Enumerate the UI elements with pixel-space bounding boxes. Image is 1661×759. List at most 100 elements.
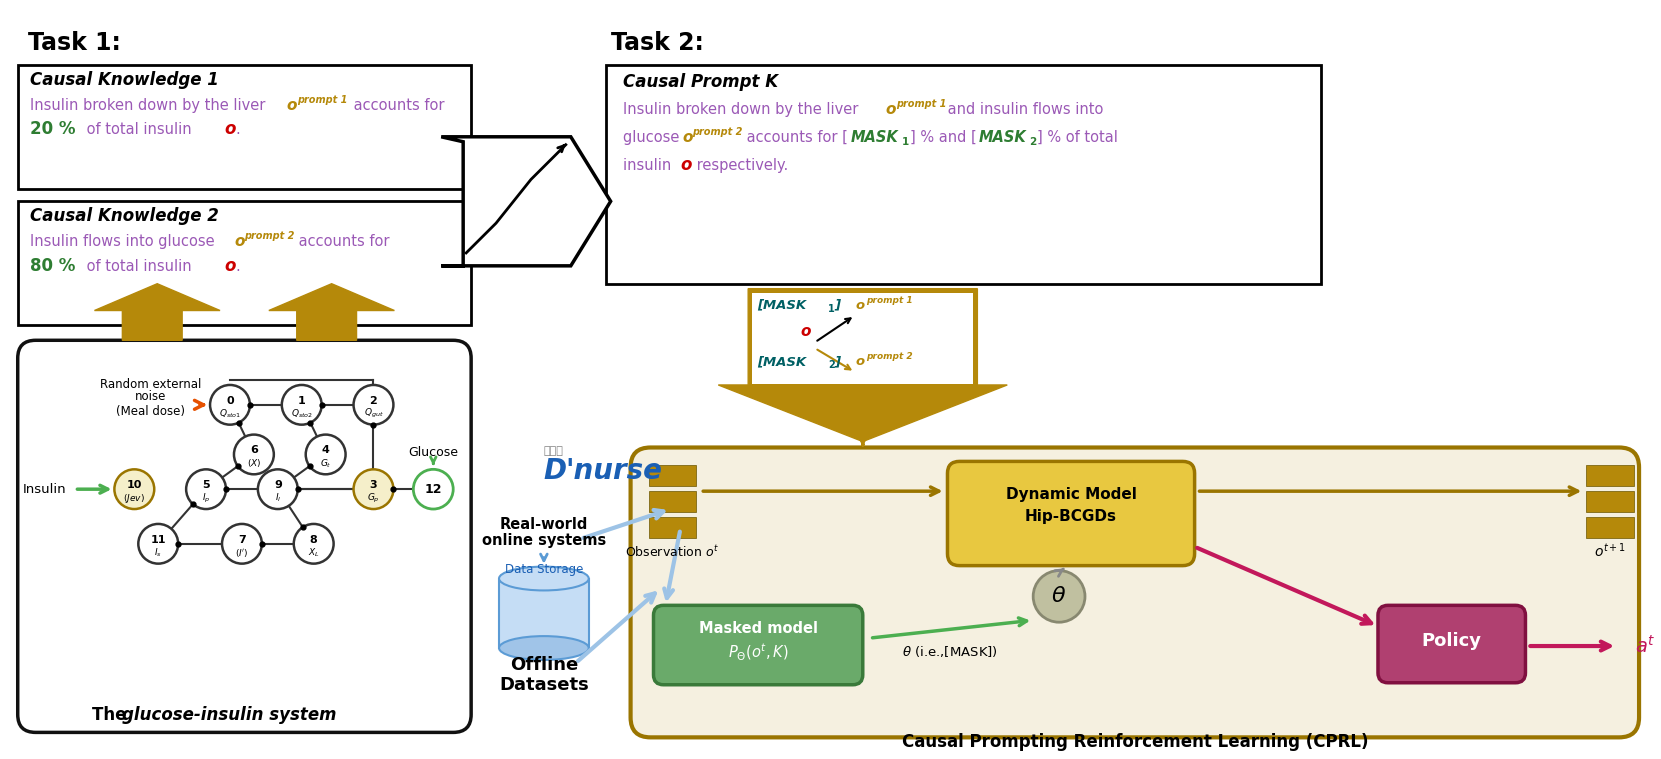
Text: of total insulin: of total insulin	[81, 121, 196, 137]
FancyArrowPatch shape	[1199, 487, 1578, 496]
Text: Causal Prompt K: Causal Prompt K	[623, 73, 777, 91]
Text: $\theta$: $\theta$	[1051, 587, 1066, 606]
Text: .: .	[234, 259, 239, 274]
Text: of total insulin: of total insulin	[81, 259, 196, 274]
Text: 5: 5	[203, 480, 209, 490]
Text: Causal Knowledge 2: Causal Knowledge 2	[30, 207, 219, 225]
Text: ]: ]	[835, 298, 840, 311]
Text: o: o	[885, 102, 897, 117]
Text: insulin: insulin	[623, 158, 676, 172]
Bar	[648, 517, 696, 538]
Bar	[1586, 465, 1634, 487]
FancyArrowPatch shape	[664, 531, 679, 598]
Text: [MASK: [MASK	[757, 298, 806, 311]
Text: Causal Knowledge 1: Causal Knowledge 1	[30, 71, 219, 89]
Text: Hip-BCGDs: Hip-BCGDs	[1025, 509, 1118, 524]
Bar	[648, 465, 696, 487]
Text: 80 %: 80 %	[30, 257, 75, 275]
Text: 0: 0	[226, 396, 234, 406]
Text: $I_s$: $I_s$	[154, 546, 163, 559]
Text: Observation $o^t$: Observation $o^t$	[626, 544, 719, 559]
Text: $Q_{sto1}$: $Q_{sto1}$	[219, 408, 241, 420]
Text: $G_t$: $G_t$	[321, 457, 332, 470]
Circle shape	[257, 469, 297, 509]
Text: $Q_{gut}$: $Q_{gut}$	[364, 407, 384, 420]
Text: $a^t$: $a^t$	[1634, 635, 1656, 657]
Circle shape	[209, 385, 249, 425]
Circle shape	[223, 524, 262, 564]
Text: $(I')$: $(I')$	[236, 546, 249, 559]
Text: Glucose: Glucose	[409, 446, 458, 459]
Text: accounts for: accounts for	[349, 98, 443, 113]
Polygon shape	[718, 288, 1007, 442]
Text: and insulin flows into: and insulin flows into	[943, 102, 1105, 117]
Text: respectively.: respectively.	[693, 158, 789, 172]
Text: o: o	[287, 98, 297, 113]
Text: 4: 4	[322, 446, 329, 455]
Text: ]: ]	[835, 355, 840, 368]
Text: The: The	[93, 707, 133, 725]
Text: Datasets: Datasets	[498, 676, 588, 694]
Bar	[752, 293, 973, 384]
Text: 11: 11	[151, 535, 166, 545]
Text: prompt 1: prompt 1	[865, 295, 912, 304]
Text: 6: 6	[249, 446, 257, 455]
Text: $Q_{sto2}$: $Q_{sto2}$	[291, 408, 312, 420]
Text: Insulin broken down by the liver: Insulin broken down by the liver	[30, 98, 269, 113]
FancyBboxPatch shape	[1379, 606, 1525, 683]
Bar	[18, 201, 472, 326]
Text: $(Jev)$: $(Jev)$	[123, 492, 145, 505]
Text: $I_l$: $I_l$	[274, 492, 281, 505]
Text: Causal Prompting Reinforcement Learning (CPRL): Causal Prompting Reinforcement Learning …	[902, 733, 1369, 751]
Text: $(X)$: $(X)$	[247, 458, 261, 469]
Circle shape	[354, 469, 394, 509]
Text: 1: 1	[827, 304, 834, 313]
Text: noise: noise	[135, 390, 166, 403]
Text: o: o	[683, 130, 693, 145]
Text: prompt 2: prompt 2	[865, 352, 912, 361]
Text: Random external: Random external	[100, 378, 201, 391]
Text: 2: 2	[827, 360, 834, 370]
Text: accounts for: accounts for	[294, 234, 389, 249]
Text: $P_\Theta(o^t, K)$: $P_\Theta(o^t, K)$	[728, 641, 789, 663]
Bar	[18, 65, 472, 190]
Polygon shape	[442, 137, 611, 266]
FancyArrowPatch shape	[1530, 641, 1610, 650]
Text: o: o	[224, 120, 236, 138]
Text: $X_L$: $X_L$	[307, 546, 319, 559]
Text: o: o	[681, 156, 691, 174]
Text: o: o	[855, 355, 865, 368]
FancyBboxPatch shape	[653, 606, 862, 685]
Text: $o^{t+1}$: $o^{t+1}$	[1595, 541, 1626, 559]
Text: glucose: glucose	[623, 130, 684, 145]
Bar	[648, 491, 696, 512]
Text: .: .	[234, 121, 239, 137]
Circle shape	[294, 524, 334, 564]
FancyBboxPatch shape	[631, 448, 1639, 737]
Text: Data Storage: Data Storage	[505, 562, 583, 575]
Ellipse shape	[498, 636, 588, 660]
Text: Insulin flows into glucose: Insulin flows into glucose	[30, 234, 219, 249]
Bar	[1586, 491, 1634, 512]
Bar	[1586, 517, 1634, 538]
Bar	[606, 65, 1320, 284]
Text: 10: 10	[126, 480, 141, 490]
Text: 2: 2	[1030, 137, 1036, 146]
Text: Dynamic Model: Dynamic Model	[1005, 487, 1136, 502]
FancyArrowPatch shape	[558, 145, 565, 152]
FancyArrowPatch shape	[1198, 548, 1370, 624]
Text: 3: 3	[370, 480, 377, 490]
FancyArrowPatch shape	[540, 554, 546, 561]
Text: prompt 1: prompt 1	[297, 95, 347, 105]
Circle shape	[414, 469, 453, 509]
Text: 12: 12	[425, 483, 442, 496]
Text: accounts for [: accounts for [	[742, 130, 849, 145]
Text: 'nurse: 'nurse	[566, 457, 663, 485]
FancyArrowPatch shape	[578, 594, 654, 661]
FancyArrowPatch shape	[430, 457, 437, 464]
Text: Offline: Offline	[510, 656, 578, 674]
Text: 7: 7	[238, 535, 246, 545]
Text: MASK: MASK	[850, 130, 899, 145]
FancyArrowPatch shape	[194, 400, 203, 409]
Text: prompt 2: prompt 2	[693, 127, 742, 137]
